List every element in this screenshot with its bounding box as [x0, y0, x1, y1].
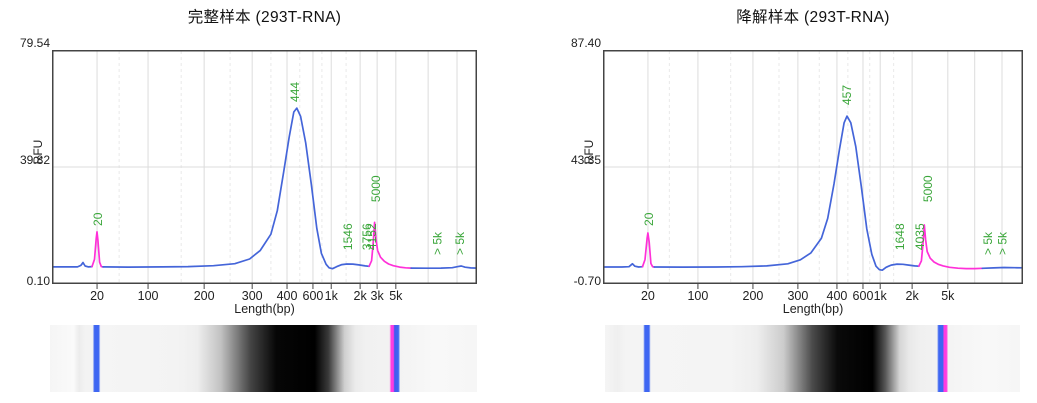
peak-label: > 5k — [981, 231, 995, 255]
series-upper-marker-5000bp — [368, 221, 412, 269]
gel-lane-image — [50, 325, 477, 392]
peak-label: > 5k — [431, 231, 445, 255]
series-baseline-start — [52, 261, 93, 268]
x-tick-label: 2k — [353, 289, 367, 303]
chart-title: 完整样本 (293T-RNA) — [187, 9, 342, 26]
y-axis-mid-label: 39.82 — [19, 153, 50, 167]
x-tick-label: 2k — [905, 289, 919, 303]
peak-label: > 5k — [996, 231, 1010, 255]
x-tick-label: 300 — [787, 289, 809, 303]
y-axis-title: RFU — [31, 139, 45, 165]
peak-label: 1546 — [341, 223, 355, 250]
x-tick-label: 20 — [640, 289, 655, 303]
series-sample-trace — [102, 107, 370, 270]
x-tick-label: 100 — [687, 289, 709, 303]
x-tick-label: 100 — [137, 289, 159, 303]
x-tick-label: 1k — [324, 289, 338, 303]
peak-label: 20 — [642, 212, 656, 226]
series-sample-trace — [653, 115, 920, 272]
peak-label: 457 — [840, 85, 854, 105]
y-axis-max-label: 79.54 — [19, 36, 50, 50]
y-axis-mid-label: 43.35 — [570, 153, 601, 167]
peak-label: 5000 — [369, 175, 383, 202]
series-upper-marker-5000bp — [917, 224, 984, 270]
series-lower-marker-20bp — [641, 232, 656, 268]
x-tick-label: 300 — [241, 289, 263, 303]
peak-label: > 5k — [453, 231, 467, 255]
x-tick-label: 3k — [370, 289, 384, 303]
chart-title: 降解样本 (293T-RNA) — [736, 9, 890, 26]
x-tick-label: 5k — [941, 289, 955, 303]
x-tick-label: 5k — [389, 289, 403, 303]
x-tick-label: 200 — [742, 289, 764, 303]
x-tick-label: 1k — [873, 289, 887, 303]
peak-label: 4035 — [913, 223, 927, 250]
gel-lane-image — [605, 325, 1020, 392]
peak-label: 1648 — [893, 223, 907, 250]
x-tick-label: 600 — [852, 289, 874, 303]
series-baseline-end — [410, 265, 477, 270]
y-axis-max-label: 87.40 — [570, 36, 601, 50]
series-lower-marker-20bp — [91, 231, 104, 268]
y-axis-min-label: 0.10 — [26, 274, 50, 288]
x-axis-title: Length(bp) — [782, 302, 844, 316]
panel-intact-sample: 完整样本 (293T-RNA) 79.54 39.82 0.10 RFU 20 4… — [19, 9, 477, 392]
x-tick-label: 20 — [90, 289, 104, 303]
x-axis-title: Length(bp) — [234, 302, 295, 316]
y-axis-min-label: -0.70 — [573, 274, 601, 288]
series-baseline-end — [981, 266, 1023, 270]
trace-plot: 20 457 1648 4035 5000 > 5k > 5k — [603, 50, 1023, 289]
x-tick-label: 400 — [276, 289, 298, 303]
y-axis-title: RFU — [582, 139, 596, 165]
panel-degraded-sample: 降解样本 (293T-RNA) 87.40 43.35 -0.70 RFU 20… — [520, 0, 1037, 403]
x-tick-label: 600 — [302, 289, 324, 303]
peak-label: 444 — [288, 82, 302, 102]
peak-label: 3756 — [360, 223, 374, 250]
peak-label: 4152 — [365, 223, 379, 250]
x-tick-label: 200 — [193, 289, 215, 303]
peak-label: 20 — [91, 212, 105, 226]
series-baseline-start — [603, 262, 644, 268]
x-tick-label: 400 — [826, 289, 848, 303]
peak-label: 5000 — [921, 175, 935, 202]
